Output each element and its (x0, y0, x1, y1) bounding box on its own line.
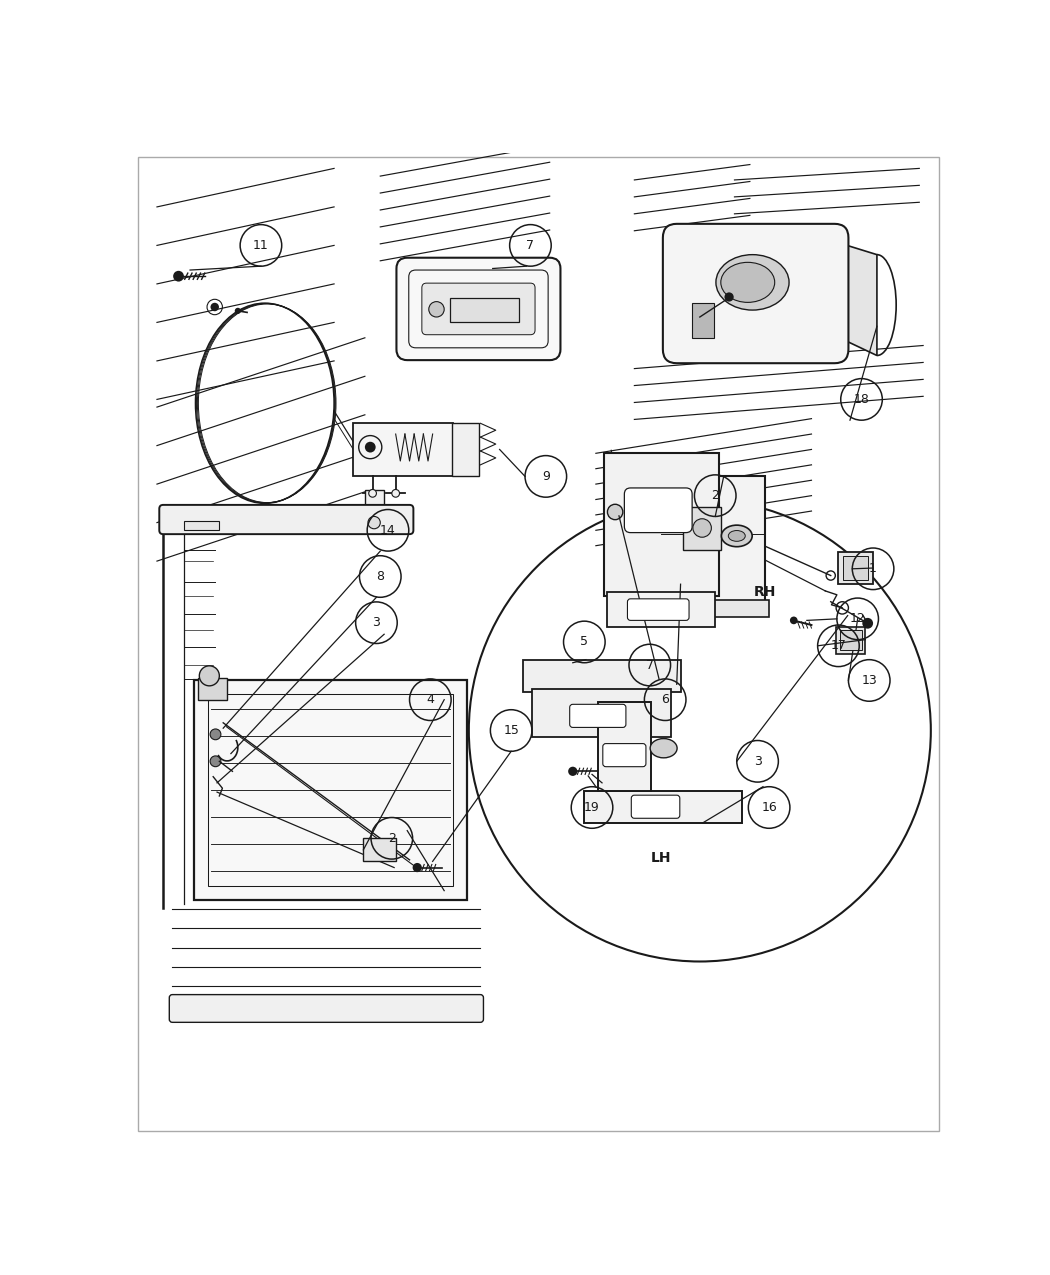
Ellipse shape (650, 738, 677, 757)
Bar (184, 521, 218, 530)
Circle shape (862, 618, 873, 629)
Text: 2: 2 (711, 490, 719, 502)
Circle shape (790, 617, 798, 625)
FancyBboxPatch shape (625, 488, 692, 533)
Circle shape (173, 270, 184, 282)
Ellipse shape (720, 263, 775, 302)
Text: 3: 3 (373, 616, 380, 629)
Text: 3: 3 (754, 755, 761, 768)
Text: LH: LH (651, 850, 672, 864)
Bar (607, 592, 715, 626)
FancyBboxPatch shape (628, 599, 689, 621)
Bar (353, 422, 454, 477)
Bar (839, 552, 874, 584)
Bar (363, 838, 396, 862)
Bar (692, 303, 714, 338)
Bar (449, 298, 519, 323)
Text: 6: 6 (662, 694, 669, 706)
FancyBboxPatch shape (422, 283, 536, 335)
Text: 8: 8 (376, 570, 384, 583)
Circle shape (428, 302, 444, 317)
Text: 16: 16 (761, 801, 777, 813)
Text: 13: 13 (861, 674, 877, 687)
Bar (365, 491, 384, 515)
Text: 19: 19 (584, 801, 600, 813)
Text: RH: RH (754, 585, 776, 599)
Circle shape (210, 756, 220, 766)
Circle shape (365, 441, 376, 453)
Text: 5: 5 (581, 635, 588, 649)
Text: 7: 7 (526, 238, 534, 252)
Text: 18: 18 (854, 393, 869, 405)
Circle shape (607, 505, 623, 520)
Text: 2: 2 (387, 831, 396, 845)
Bar (840, 630, 861, 650)
FancyBboxPatch shape (570, 704, 626, 728)
Polygon shape (835, 241, 877, 356)
Circle shape (210, 729, 220, 740)
Ellipse shape (721, 525, 752, 547)
Text: 14: 14 (380, 524, 396, 537)
FancyBboxPatch shape (631, 796, 679, 819)
Ellipse shape (729, 530, 746, 542)
FancyBboxPatch shape (663, 224, 848, 363)
Bar (843, 556, 868, 580)
Bar (604, 454, 719, 595)
Text: 1: 1 (869, 562, 877, 575)
Circle shape (200, 666, 219, 686)
Bar (584, 790, 742, 822)
FancyBboxPatch shape (603, 743, 646, 766)
Text: 12: 12 (849, 612, 865, 625)
Bar (598, 703, 651, 790)
Text: 4: 4 (426, 694, 435, 706)
Circle shape (368, 516, 380, 529)
Text: 17: 17 (831, 639, 846, 653)
Bar (452, 422, 479, 477)
Circle shape (724, 292, 734, 302)
FancyBboxPatch shape (160, 505, 414, 534)
Bar (836, 626, 865, 654)
FancyBboxPatch shape (169, 994, 483, 1023)
Bar (523, 659, 680, 692)
Bar (208, 695, 454, 886)
FancyBboxPatch shape (397, 258, 561, 360)
Text: 9: 9 (542, 470, 550, 483)
Bar (197, 678, 227, 700)
Text: 7: 7 (646, 659, 654, 672)
Circle shape (392, 490, 399, 497)
Circle shape (413, 863, 422, 872)
Circle shape (210, 302, 219, 311)
Text: 11: 11 (253, 238, 269, 252)
Text: 15: 15 (503, 724, 519, 737)
Circle shape (568, 766, 578, 776)
Bar (194, 681, 467, 900)
Circle shape (235, 307, 240, 314)
Ellipse shape (716, 255, 789, 310)
Circle shape (369, 490, 377, 497)
Bar (682, 507, 721, 550)
Bar (662, 477, 765, 603)
Bar (532, 688, 671, 737)
Circle shape (693, 519, 712, 537)
Bar (657, 601, 769, 617)
